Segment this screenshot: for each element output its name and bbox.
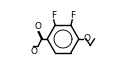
Text: O: O bbox=[35, 22, 42, 31]
Text: F: F bbox=[51, 11, 56, 20]
Text: O: O bbox=[31, 46, 38, 56]
Text: O: O bbox=[83, 34, 90, 44]
Text: F: F bbox=[70, 11, 75, 20]
